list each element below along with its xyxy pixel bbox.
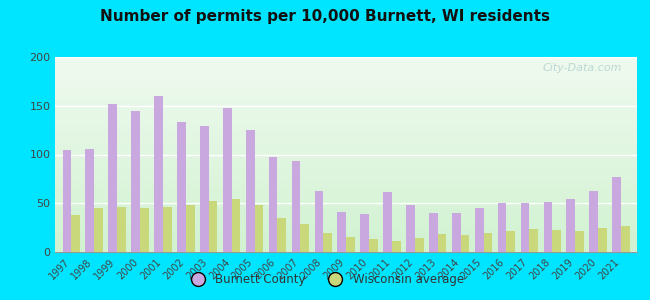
Bar <box>437 235 447 252</box>
Bar <box>300 224 309 252</box>
Bar <box>223 108 231 252</box>
Bar <box>323 233 332 252</box>
Bar <box>86 148 94 252</box>
Bar <box>255 205 263 252</box>
Bar <box>140 208 149 252</box>
Bar <box>369 239 378 252</box>
Bar <box>415 238 424 252</box>
Bar <box>231 199 240 252</box>
Bar <box>384 191 392 252</box>
Bar <box>72 215 80 252</box>
Bar <box>177 122 186 252</box>
Text: Number of permits per 10,000 Burnett, WI residents: Number of permits per 10,000 Burnett, WI… <box>100 9 550 24</box>
Bar <box>529 229 538 252</box>
Bar <box>117 207 126 252</box>
Bar <box>315 190 323 252</box>
Bar <box>200 126 209 252</box>
Bar <box>506 230 515 252</box>
Bar <box>452 213 461 252</box>
Bar <box>484 232 492 252</box>
Bar <box>552 230 561 252</box>
Bar <box>163 207 172 252</box>
Bar <box>429 213 437 252</box>
Bar <box>590 190 598 252</box>
Bar <box>62 150 72 252</box>
Bar <box>268 158 278 252</box>
Bar <box>598 228 606 252</box>
Bar <box>621 226 630 252</box>
Bar <box>186 205 194 252</box>
Bar <box>94 208 103 252</box>
Bar <box>131 111 140 252</box>
Bar <box>575 230 584 252</box>
Bar <box>209 201 217 252</box>
Bar <box>475 208 484 252</box>
Bar <box>498 203 506 252</box>
Bar <box>521 203 529 252</box>
Bar <box>543 202 552 252</box>
Bar <box>461 236 469 252</box>
Bar <box>154 96 163 252</box>
Bar <box>346 237 355 252</box>
Bar <box>337 212 346 252</box>
Bar <box>278 218 286 252</box>
Bar <box>360 214 369 252</box>
Bar <box>566 199 575 252</box>
Text: City-Data.com: City-Data.com <box>543 63 623 73</box>
Bar <box>292 161 300 252</box>
Legend: Burnett County, Wisconsin average: Burnett County, Wisconsin average <box>181 269 469 291</box>
Bar <box>406 205 415 252</box>
Bar <box>109 104 117 252</box>
Bar <box>392 241 400 252</box>
Bar <box>246 130 255 252</box>
Bar <box>612 177 621 252</box>
